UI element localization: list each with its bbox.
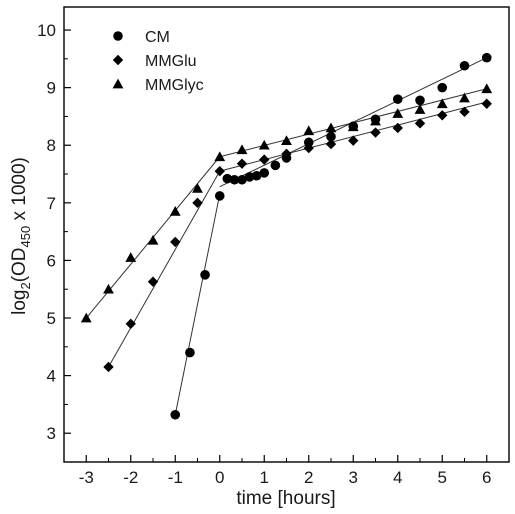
data-point-cm <box>214 191 225 201</box>
y-axis-title-scale: x 1000) <box>9 157 30 226</box>
data-point-mmglyc <box>192 183 203 193</box>
fit-line-mmglu-1 <box>108 170 221 368</box>
data-point-cm <box>222 173 233 184</box>
data-point-cm <box>170 409 181 420</box>
data-point-mmglyc <box>392 108 404 118</box>
data-point-mmglyc <box>436 98 448 109</box>
data-point-mmglyc <box>169 206 181 216</box>
data-point-mmglyc <box>303 125 315 136</box>
y-axis-title-log: log <box>9 290 30 315</box>
legend-marker-mmglyc <box>112 78 124 89</box>
data-point-mmglyc <box>414 104 426 114</box>
data-point-mmglyc <box>370 115 381 126</box>
y-axis-title-sub-base: 2 <box>18 282 33 289</box>
data-point-mmglu <box>459 106 470 118</box>
y-tick-label: 8 <box>47 136 56 155</box>
data-point-mmglyc <box>236 144 248 155</box>
data-point-cm <box>251 170 262 181</box>
fit-line-cm-1 <box>174 194 221 415</box>
data-point-mmglyc <box>80 312 92 323</box>
data-point-mmglu <box>125 318 136 329</box>
legend-label-cm: CM <box>145 29 170 46</box>
data-point-mmglu <box>325 138 337 150</box>
x-tick-label: 1 <box>260 468 269 487</box>
data-point-cm <box>259 168 270 178</box>
data-point-mmglyc <box>459 92 470 103</box>
y-tick-label: 9 <box>47 79 56 98</box>
y-axis-title: log2(OD450 x 1000) <box>9 157 33 315</box>
plot-frame <box>63 6 510 463</box>
data-point-mmglyc <box>125 252 137 262</box>
data-point-mmglu <box>392 122 403 134</box>
x-tick-label: 4 <box>393 468 402 487</box>
data-point-mmglyc <box>347 121 359 132</box>
data-point-mmglu <box>259 154 270 165</box>
data-point-mmglyc <box>214 151 226 162</box>
y-tick-label: 6 <box>47 251 56 270</box>
data-point-cm <box>481 52 492 63</box>
data-point-mmglu <box>170 236 181 248</box>
data-point-cm <box>229 174 240 185</box>
data-point-mmglu <box>103 361 114 373</box>
y-tick-label: 5 <box>47 309 56 328</box>
data-point-mmglu <box>370 127 381 138</box>
data-point-mmglu <box>214 165 225 177</box>
data-point-mmglyc <box>481 83 493 94</box>
x-tick-label: -1 <box>168 468 183 487</box>
data-point-cm <box>392 94 403 104</box>
data-point-cm <box>437 82 448 93</box>
legend: CM MMGlu MMGlyc <box>112 29 204 94</box>
data-point-mmglyc <box>281 135 292 145</box>
data-point-mmglu <box>281 148 292 160</box>
x-tick-label: -2 <box>123 468 138 487</box>
data-point-cm <box>200 270 210 280</box>
data-point-cm <box>185 347 195 358</box>
legend-label-mmglu: MMGlu <box>145 53 197 70</box>
legend-label-mmglyc: MMGlyc <box>145 77 204 94</box>
data-point-cm <box>270 160 281 171</box>
x-tick-label: -3 <box>79 468 94 487</box>
y-axis-title-od: (OD <box>9 247 30 282</box>
x-tick-label: 0 <box>215 468 224 487</box>
data-point-mmglu <box>481 98 492 109</box>
x-tick-label: 6 <box>482 468 491 487</box>
data-markers-layer <box>80 52 493 420</box>
x-axis-title: time [hours] <box>236 488 335 509</box>
y-tick-label: 7 <box>47 194 56 213</box>
y-axis-ticks: 3 4 5 6 7 8 9 10 <box>37 21 71 463</box>
x-tick-label: 2 <box>304 468 313 487</box>
data-point-mmglyc <box>103 283 114 294</box>
x-tick-label: 5 <box>438 468 447 487</box>
data-point-mmglyc <box>147 234 159 245</box>
data-point-cm <box>237 174 247 185</box>
data-point-mmglu <box>437 110 448 121</box>
data-point-mmglu <box>414 118 426 129</box>
data-point-cm <box>244 172 255 182</box>
data-point-mmglyc <box>325 122 337 133</box>
data-point-cm <box>326 131 336 142</box>
data-point-cm <box>415 95 425 106</box>
data-point-mmglu <box>147 276 159 287</box>
legend-marker-mmglu <box>112 54 124 66</box>
y-tick-label: 4 <box>47 367 56 386</box>
legend-marker-cm <box>113 31 123 41</box>
data-point-cm <box>303 137 314 148</box>
y-axis-title-sub-wavelength: 450 <box>18 226 33 248</box>
data-point-cm <box>459 60 470 71</box>
data-point-mmglu <box>192 197 203 209</box>
data-point-mmglu <box>303 142 314 154</box>
x-axis-ticks: -3 -2 -1 0 1 2 3 4 5 6 <box>63 455 510 487</box>
x-tick-label: 3 <box>349 468 358 487</box>
y-tick-label: 3 <box>47 424 56 443</box>
data-point-mmglu <box>348 135 359 146</box>
data-point-mmglyc <box>258 139 270 150</box>
data-point-mmglu <box>236 158 248 169</box>
fit-lines-layer <box>85 57 487 415</box>
y-tick-label: 10 <box>37 21 56 40</box>
